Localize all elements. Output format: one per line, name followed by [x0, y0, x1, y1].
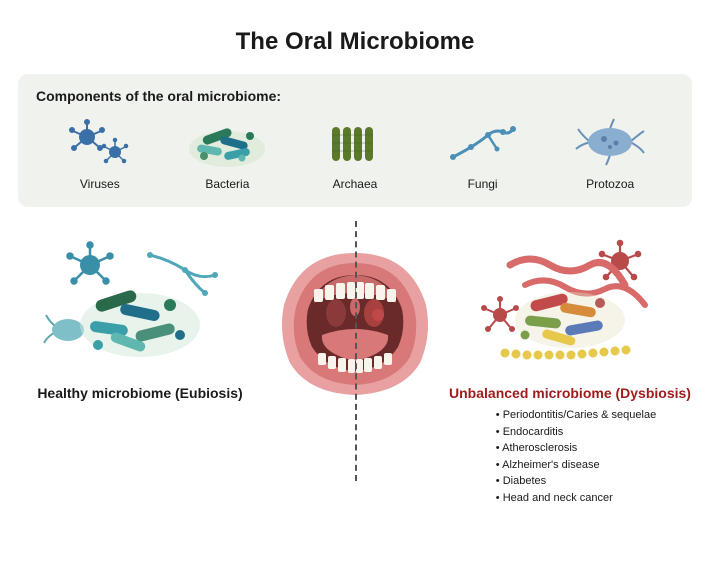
component-label: Protozoa — [586, 177, 634, 191]
unbalanced-side: Unbalanced microbiome (Dysbiosis) Period… — [440, 235, 692, 506]
mouth-illustration — [270, 235, 440, 405]
component-protozoa: Protozoa — [546, 114, 674, 191]
healthy-side: Healthy microbiome (Eubiosis) — [18, 235, 270, 401]
component-label: Bacteria — [205, 177, 249, 191]
comparison-section: Healthy microbiome (Eubiosis) — [0, 235, 710, 506]
disease-item: Head and neck cancer — [496, 490, 656, 507]
unbalanced-cluster-icon — [470, 235, 670, 375]
component-label: Archaea — [333, 177, 378, 191]
disease-list: Periodontitis/Caries & sequelae Endocard… — [484, 407, 656, 506]
disease-item: Alzheimer's disease — [496, 457, 656, 474]
virus-icon — [55, 114, 145, 169]
page-title: The Oral Microbiome — [0, 0, 710, 74]
components-heading: Components of the oral microbiome: — [36, 88, 674, 104]
disease-item: Endocarditis — [496, 424, 656, 441]
component-fungi: Fungi — [419, 114, 547, 191]
disease-item: Diabetes — [496, 473, 656, 490]
disease-item: Periodontitis/Caries & sequelae — [496, 407, 656, 424]
healthy-cluster-icon — [40, 235, 240, 375]
protozoa-icon — [565, 114, 655, 169]
component-label: Viruses — [80, 177, 120, 191]
unbalanced-label: Unbalanced microbiome (Dysbiosis) — [449, 385, 691, 401]
archaea-icon — [310, 114, 400, 169]
divider-line — [355, 221, 357, 481]
component-viruses: Viruses — [36, 114, 164, 191]
components-panel: Components of the oral microbiome: — [18, 74, 692, 207]
components-row: Viruses Bacteria — [36, 114, 674, 191]
component-label: Fungi — [468, 177, 498, 191]
fungi-icon — [438, 114, 528, 169]
healthy-label: Healthy microbiome (Eubiosis) — [37, 385, 242, 401]
component-bacteria: Bacteria — [164, 114, 292, 191]
disease-item: Atherosclerosis — [496, 440, 656, 457]
bacteria-icon — [182, 114, 272, 169]
component-archaea: Archaea — [291, 114, 419, 191]
